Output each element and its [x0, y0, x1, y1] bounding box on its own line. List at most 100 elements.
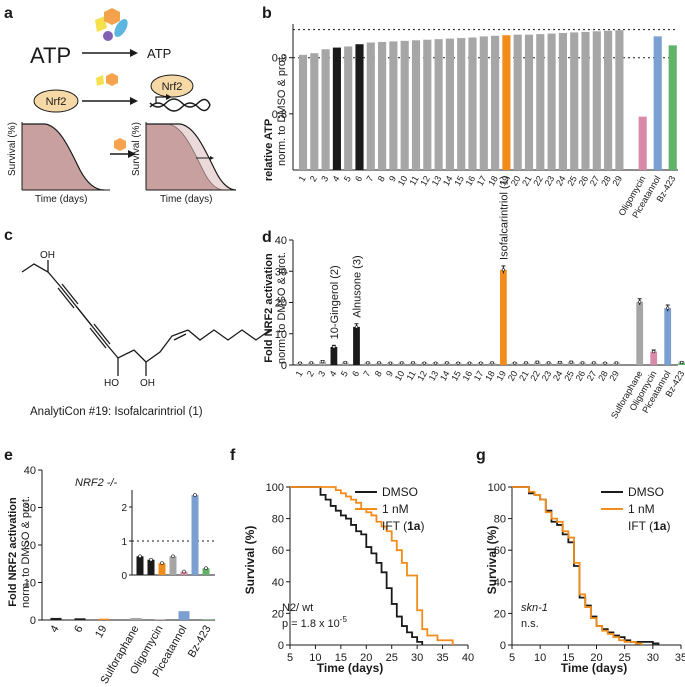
chart-e-inset-point	[171, 554, 175, 559]
chart-e-title: NRF2 -/-	[75, 477, 118, 489]
chart-e-inset-bar	[202, 568, 210, 575]
chart-d-y-tick-label: 40	[275, 235, 287, 247]
chart-g-x-tick-label: 35	[675, 652, 685, 664]
chart-e-bar	[50, 617, 62, 620]
chart-b-bar	[653, 36, 662, 170]
chart-d-y-tick-label: 20	[275, 298, 287, 310]
chart-g-y-tick-label: 100	[488, 482, 506, 494]
chart-f-xlabel: Time (days)	[317, 661, 383, 675]
nrf2-left-label: Nrf2	[46, 96, 67, 108]
chart-d-bar	[330, 346, 338, 365]
chart-g-plot: 0 20 40 60 80 100 5 10 15 20 25 30 35	[488, 482, 685, 664]
chart-b-x-tick-label: 10	[396, 174, 410, 188]
chart-d-x-tick-label: 2	[305, 369, 316, 378]
panel-f: f Survival (%) Time (days) 0 20 40 60 80 100 5…	[230, 447, 474, 675]
chart-d-bar	[664, 308, 672, 365]
chart-b-bar	[547, 33, 556, 170]
survival-schematic-left: Survival (%) Time (days)	[7, 122, 110, 205]
chart-d-y-tick-label: 10	[275, 329, 287, 341]
chart-f-y-tick-label: 0	[278, 640, 284, 652]
chart-g-legend-ift: IFT (1a)	[628, 519, 670, 533]
chart-b-x-tick-label: 22	[531, 174, 545, 188]
chart-g-x-tick-label: 15	[562, 652, 574, 664]
panel-d-label: d	[262, 229, 272, 246]
chart-f-legend-ift: IFT (1a)	[382, 519, 424, 533]
chart-e-inset-bar	[169, 556, 177, 575]
chart-d-point	[400, 361, 404, 365]
chart-d-point	[298, 361, 302, 365]
chart-d-x-tick-label: 19	[494, 369, 508, 383]
chart-b-bar	[344, 46, 353, 170]
chart-d-ylabel2: norm. to DMSO & prot.	[276, 252, 288, 364]
chart-e-y-tick-label: 20	[24, 540, 36, 552]
chart-d-point	[490, 361, 494, 365]
chart-g-strain: skn-1	[521, 602, 548, 614]
chart-d-point	[377, 361, 381, 365]
chart-d-x-tick-label: 14	[438, 369, 452, 383]
chart-d-x-tick-label: 25	[562, 369, 576, 383]
chart-d-x-tick-label: 10	[393, 369, 407, 383]
chart-d-point	[501, 268, 506, 272]
chart-d-x-tick-label: 9	[384, 369, 395, 378]
ho-label-bottom: HO	[104, 378, 119, 389]
chart-e-inset-y-tick-label: 2	[121, 503, 127, 514]
chart-e-inset-bar	[147, 559, 155, 575]
chart-b-bar	[524, 34, 534, 170]
chart-b-bar	[445, 38, 454, 170]
structure-caption: AnalytiCon #19: Isofalcarintriol (1)	[30, 406, 203, 418]
chart-d-point	[603, 361, 607, 365]
chart-b-x-tick-label: 28	[599, 174, 613, 188]
chart-d-point	[388, 361, 393, 365]
chart-b-bar	[592, 31, 601, 170]
chart-d-point	[332, 345, 336, 349]
chart-e-x-tick-label: 4	[48, 624, 61, 635]
chart-b-bar	[332, 47, 341, 171]
chart-e-bar	[130, 617, 142, 620]
chart-b-bar	[615, 30, 624, 170]
survival-schematic-ylabel-right: Survival (%)	[131, 122, 142, 176]
chart-b-bar	[491, 35, 500, 170]
chart-d-point	[422, 361, 426, 365]
chart-b-x-tick-label: 20	[509, 174, 523, 188]
chart-b-x-tick-label: 1	[297, 174, 308, 183]
arrowhead-icon	[130, 49, 138, 57]
chart-e-y-tick-label: 40	[24, 465, 36, 477]
chart-b-bar	[502, 35, 511, 170]
chart-d-bar	[319, 361, 326, 365]
chart-b-bar	[457, 38, 466, 171]
chart-e-x-tick-label: 19	[93, 624, 110, 641]
chart-d-x-tick-label: 27	[585, 369, 599, 383]
chart-d-x-tick-label: 4	[327, 369, 338, 378]
chart-b-x-tick-label: 11	[407, 174, 420, 187]
chart-e-inset-point	[193, 493, 197, 497]
chart-d-y-tick-label: 30	[275, 266, 287, 278]
chart-f-pvalue: p = 1.8 x 10-5	[282, 615, 347, 630]
chart-b-bar	[604, 30, 613, 170]
chart-f-x-tick-label: 10	[309, 652, 321, 664]
chart-b-x-tick-label: 9	[387, 174, 398, 183]
atp-right-label: ATP	[147, 46, 171, 61]
chart-d-point	[680, 360, 684, 365]
chart-d-point	[614, 361, 619, 365]
chart-b-bar	[668, 45, 677, 170]
chart-e-y-tick-label: 10	[24, 578, 36, 590]
chart-b-x-tick-label: 19	[497, 174, 511, 188]
chart-d-point	[445, 361, 449, 365]
chart-b-bar	[310, 53, 319, 171]
chart-d-x-tick-label: 5	[339, 369, 350, 378]
chart-d-point	[467, 361, 472, 365]
chart-b-ylabel: relative ATP	[263, 119, 275, 181]
chart-b-x-tick-label: 5	[342, 174, 353, 183]
chart-d-x-tick-label: 7	[361, 369, 372, 378]
panel-e-label: e	[4, 447, 13, 464]
chart-d-x-tick-label: 6	[350, 369, 361, 378]
chart-g-legend-dmso: DMSO	[628, 485, 664, 499]
chart-b-bar	[479, 36, 488, 170]
chart-d-point	[569, 360, 573, 364]
chart-g-ylabel: Survival (%)	[485, 526, 499, 595]
chart-g-x-tick-label: 5	[509, 652, 515, 664]
chart-f-y-tick-label: 80	[272, 514, 284, 526]
chart-b-x-tick-label: 12	[418, 174, 432, 188]
chart-e-inset-bar	[158, 563, 166, 575]
isofalcarintriol-structure	[21, 260, 271, 376]
